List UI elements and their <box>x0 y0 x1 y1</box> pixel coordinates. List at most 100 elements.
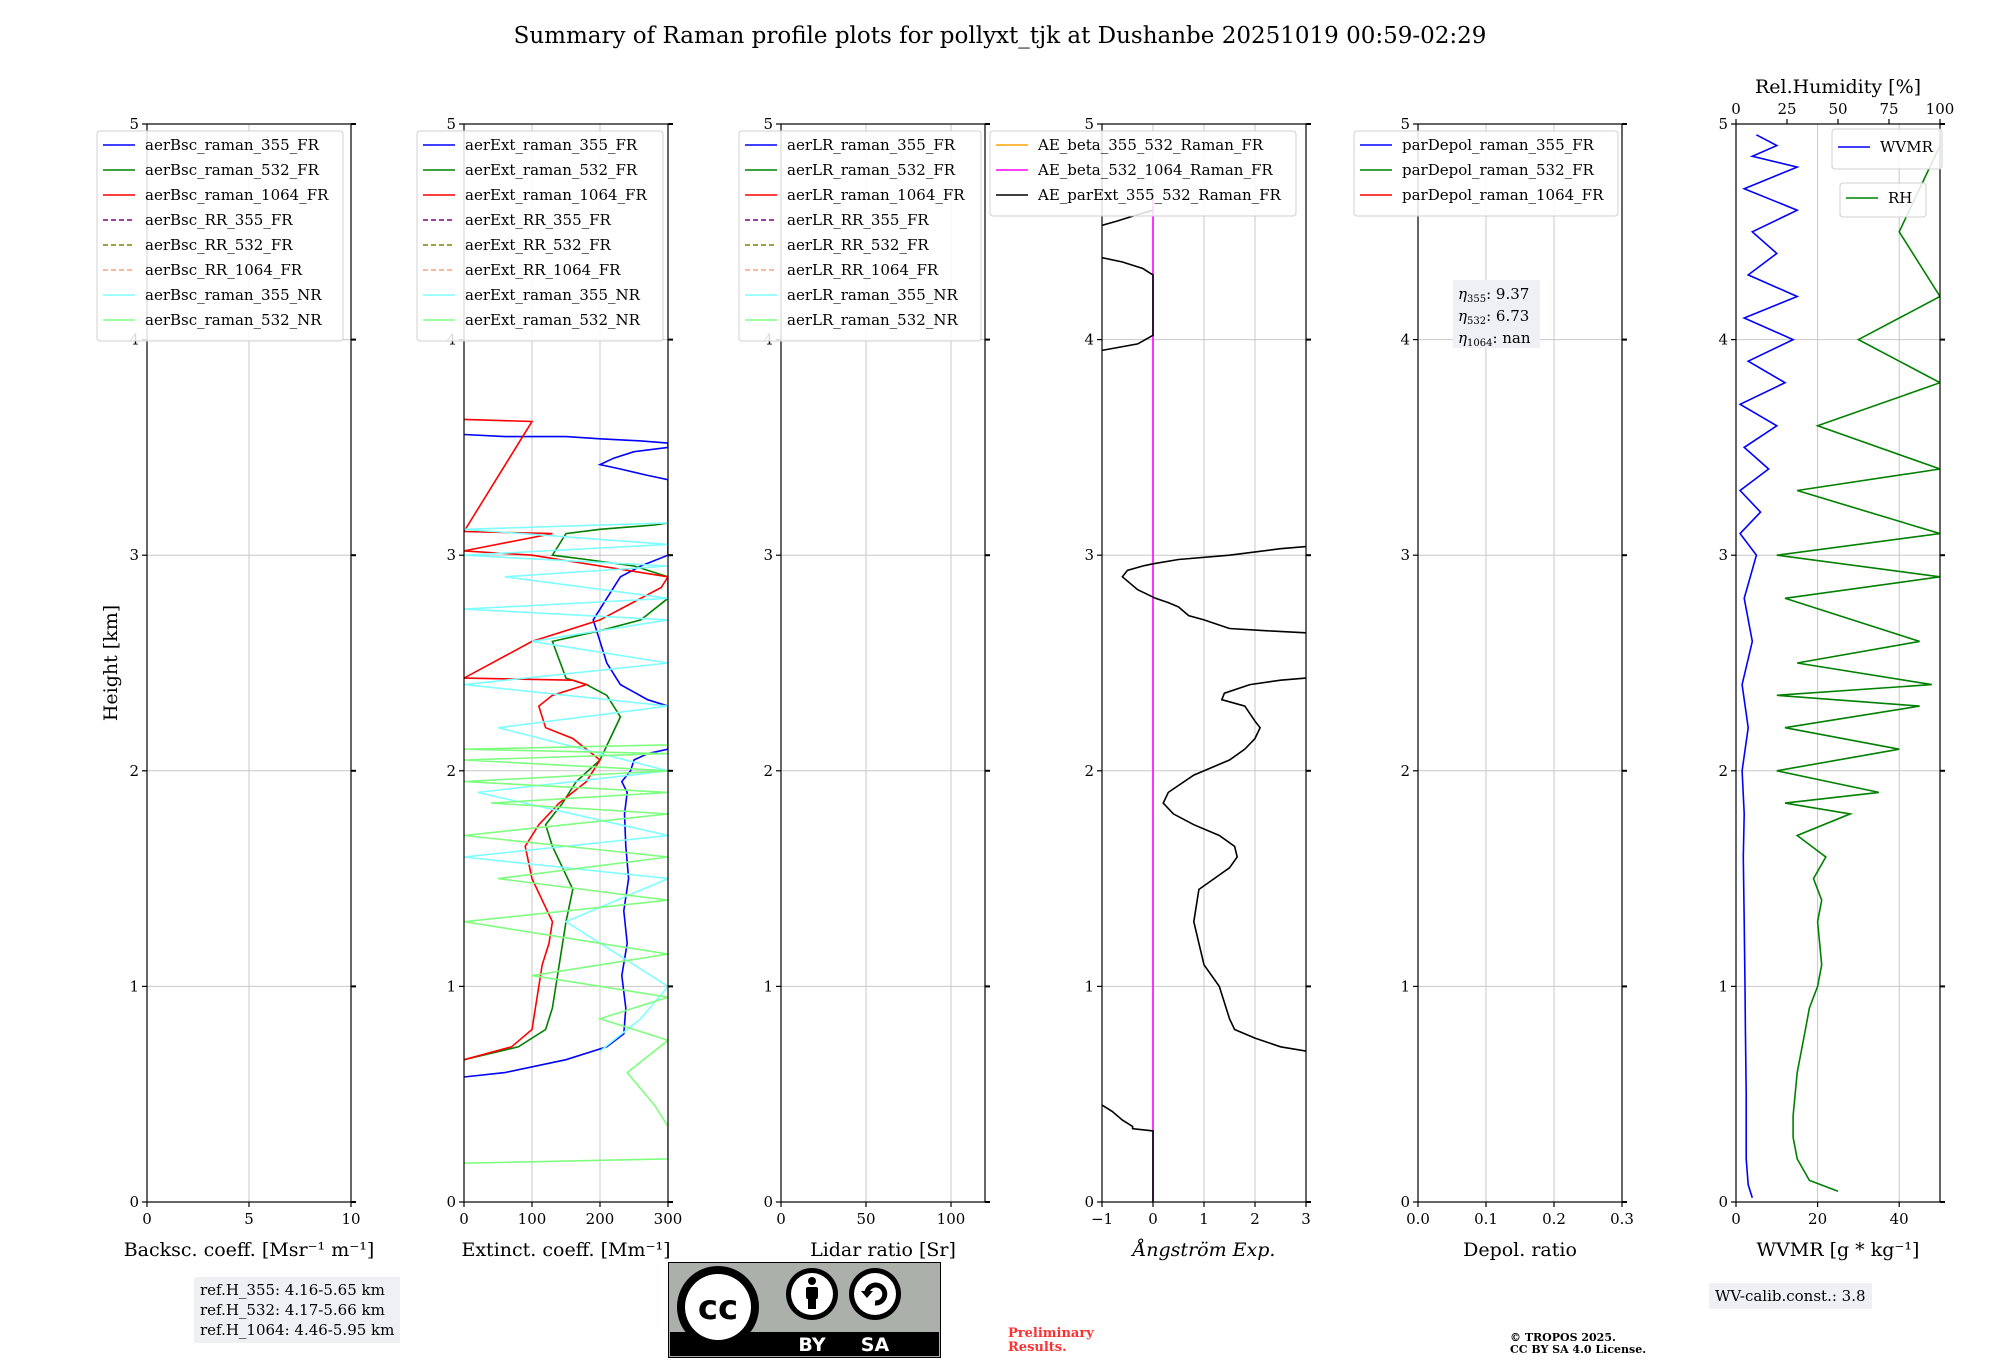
preliminary-results-note: Preliminary Results. <box>1008 1327 1094 1355</box>
y-tick-label: 1 <box>1084 977 1094 995</box>
x-tick-label: 3 <box>1301 1210 1311 1228</box>
top-x-tick-label: 75 <box>1879 100 1898 118</box>
legend-label: parDepol_raman_355_FR <box>1402 136 1595 154</box>
y-tick-label: 3 <box>1400 546 1410 564</box>
legend-label: aerLR_RR_355_FR <box>787 211 929 229</box>
top-x-tick-label: 0 <box>1731 100 1741 118</box>
legend-label: aerExt_RR_355_FR <box>465 211 612 229</box>
eta-1064-value: η1064: nan <box>1458 329 1531 349</box>
x-tick-label: 0 <box>142 1210 152 1228</box>
legend-label: aerExt_raman_355_NR <box>465 286 641 304</box>
legend-label: AE_parExt_355_532_Raman_FR <box>1037 186 1282 204</box>
cc-by-sa-badge: cc BY SA <box>668 1262 941 1358</box>
y-tick-label: 4 <box>1400 331 1410 349</box>
legend-box <box>1353 130 1619 217</box>
y-tick-label: 5 <box>446 115 456 133</box>
legend-label: aerLR_RR_532_FR <box>787 236 929 254</box>
x-tick-label: 0 <box>776 1210 786 1228</box>
series-line-AE_parExt_355_532_Raman_FR <box>1102 256 1154 352</box>
x-axis-label: Extinct. coeff. [Mm⁻¹] <box>461 1239 670 1261</box>
panel-backscatter: 0123450510Backsc. coeff. [Msr⁻¹ m⁻¹]Heig… <box>96 115 374 1261</box>
y-axis-label: Height [km] <box>100 605 122 721</box>
copyright-note: © TROPOS 2025. CC BY SA 4.0 License. <box>1510 1332 1646 1356</box>
top-x-tick-label: 50 <box>1828 100 1847 118</box>
top-x-tick-label: 25 <box>1777 100 1796 118</box>
y-tick-label: 0 <box>1718 1193 1728 1211</box>
eta-annotation-box <box>1453 280 1540 348</box>
by-person-head <box>808 1277 816 1285</box>
x-tick-label: 0.1 <box>1474 1210 1498 1228</box>
y-tick-label: 4 <box>1084 331 1094 349</box>
cc-letters: cc <box>698 1288 738 1328</box>
legend: aerBsc_raman_355_FR aerBsc_raman_532_FRae… <box>96 130 344 342</box>
x-tick-label: 10 <box>341 1210 360 1228</box>
legend-label: aerBsc_raman_532_FR <box>145 161 320 179</box>
panels: 0123450510Backsc. coeff. [Msr⁻¹ m⁻¹]Heig… <box>96 76 1954 1261</box>
legend-label: AE_beta_355_532_Raman_FR <box>1037 136 1264 154</box>
x-axis-label: WVMR [g * kg⁻¹] <box>1757 1239 1920 1261</box>
sa-arrow-head <box>861 1291 873 1298</box>
x-tick-label: 40 <box>1890 1210 1909 1228</box>
plot-frame <box>1417 123 1623 1203</box>
ref-height-1064: ref.H_1064: 4.46-5.95 km <box>200 1321 395 1339</box>
legend-label: aerLR_raman_532_FR <box>787 161 956 179</box>
x-tick-label: 1 <box>1199 1210 1209 1228</box>
x-tick-label: 2 <box>1250 1210 1260 1228</box>
y-tick-label: 2 <box>129 762 139 780</box>
legend-label: aerLR_RR_1064_FR <box>787 261 939 279</box>
data-layer <box>1102 188 1306 1202</box>
legend-box <box>416 130 664 342</box>
x-tick-label: 20 <box>1808 1210 1827 1228</box>
legend-label: aerExt_RR_532_FR <box>465 236 612 254</box>
y-tick-label: 1 <box>1718 977 1728 995</box>
by-label: BY <box>798 1334 825 1356</box>
legend-label: aerExt_RR_1064_FR <box>465 261 621 279</box>
x-axis-label: Depol. ratio <box>1463 1239 1577 1261</box>
legend-label: aerExt_raman_532_NR <box>465 311 641 329</box>
y-tick-label: 5 <box>1400 115 1410 133</box>
legend-box <box>738 130 982 342</box>
legend-label: parDepol_raman_1064_FR <box>1402 186 1604 204</box>
y-tick-label: 5 <box>129 115 139 133</box>
preliminary-line-2: Results. <box>1008 1340 1067 1355</box>
sa-arrow-arc <box>864 1282 888 1306</box>
sa-label: SA <box>861 1334 890 1356</box>
x-tick-label: 0.0 <box>1406 1210 1430 1228</box>
y-tick-label: 1 <box>129 977 139 995</box>
y-tick-label: 5 <box>1718 115 1728 133</box>
x-tick-label: 50 <box>856 1210 875 1228</box>
series-line-aerExt_raman_532_FR <box>464 522 668 1061</box>
panel-depol: 0 1 2 3 4 5 0.0 0.1 0.2 0.3 Depol. ratio parDepol_r… <box>1353 115 1634 1261</box>
legend: aerLR_raman_355_FR aerLR_raman_532_FR aerL… <box>738 130 982 342</box>
x-tick-label: −1 <box>1091 1210 1113 1228</box>
legend: aerExt_raman_355_FR aerExt_raman_532_FRae… <box>416 130 664 342</box>
legend-label: WVMR <box>1880 138 1934 156</box>
x-tick-label: 0 <box>1731 1210 1741 1228</box>
legend-label: aerBsc_RR_355_FR <box>145 211 293 229</box>
x-tick-label: 0.3 <box>1610 1210 1634 1228</box>
x-tick-label: 100 <box>518 1210 547 1228</box>
by-person-body <box>806 1287 818 1299</box>
legend-box <box>96 130 344 342</box>
y-tick-label: 4 <box>1718 331 1728 349</box>
series-line-AE_parExt_355_532_Raman_FR <box>1162 677 1306 1052</box>
y-tick-label: 1 <box>1400 977 1410 995</box>
y-tick-label: 3 <box>1718 546 1728 564</box>
x-tick-label: 100 <box>937 1210 966 1228</box>
top-x-tick-label: 100 <box>1926 100 1955 118</box>
legend-label: aerLR_raman_532_NR <box>787 311 958 329</box>
copyright-line-2: CC BY SA 4.0 License. <box>1510 1343 1647 1356</box>
legend-label: parDepol_raman_532_FR <box>1402 161 1595 179</box>
y-tick-label: 3 <box>129 546 139 564</box>
x-axis-label: Lidar ratio [Sr] <box>810 1239 956 1261</box>
legend-label: aerLR_raman_1064_FR <box>787 186 965 204</box>
legend-box <box>989 130 1297 217</box>
ref-height-532: ref.H_532: 4.17-5.66 km <box>200 1301 385 1319</box>
series-line-aerExt_raman_532_NR <box>464 744 668 1164</box>
copyright-line-1: © TROPOS 2025. <box>1510 1331 1616 1344</box>
legend-label: aerBsc_raman_355_FR <box>145 136 320 154</box>
